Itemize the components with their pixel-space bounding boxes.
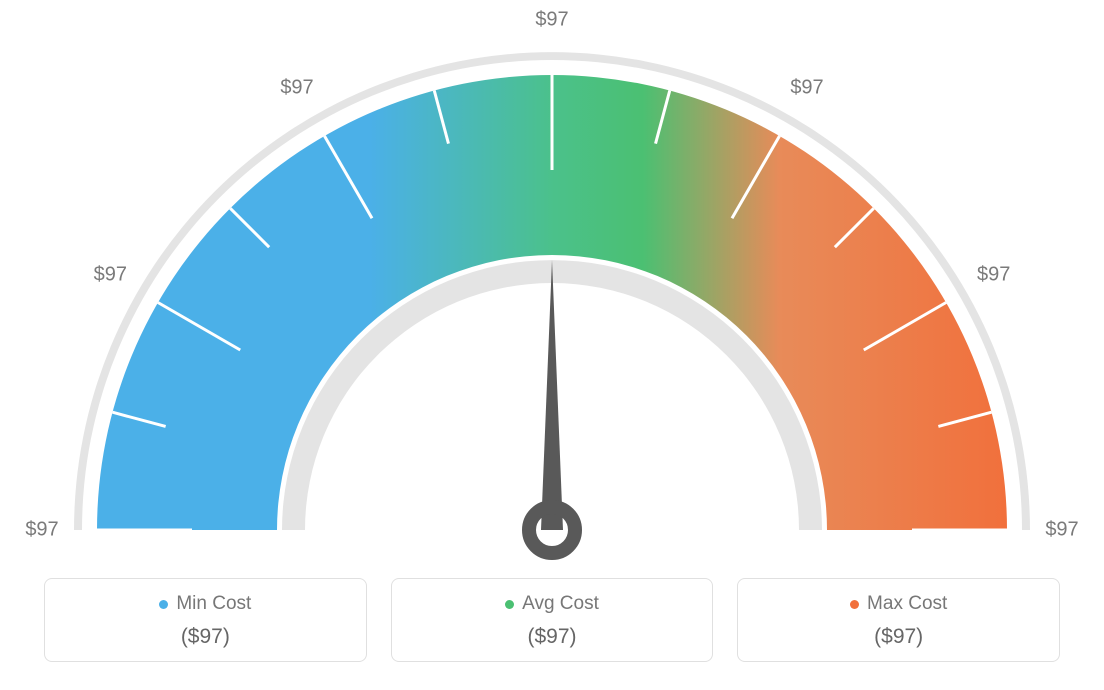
- gauge-tick-label: $97: [94, 264, 127, 287]
- gauge-tick-label: $97: [977, 264, 1010, 287]
- legend-label-min: Min Cost: [159, 593, 251, 615]
- legend-label-max: Max Cost: [850, 593, 947, 615]
- gauge-tick-label: $97: [535, 9, 568, 32]
- legend-value-max: ($97): [748, 625, 1049, 649]
- legend-label-avg: Avg Cost: [505, 593, 599, 615]
- gauge-chart: $97 $97 $97 $97 $97 $97 $97: [0, 0, 1104, 560]
- legend-row: Min Cost ($97) Avg Cost ($97) Max Cost (…: [0, 578, 1104, 662]
- gauge-svg: [0, 0, 1104, 560]
- legend-value-avg: ($97): [402, 625, 703, 649]
- legend-card-avg: Avg Cost ($97): [391, 578, 714, 662]
- legend-card-min: Min Cost ($97): [44, 578, 367, 662]
- legend-card-max: Max Cost ($97): [737, 578, 1060, 662]
- gauge-tick-label: $97: [25, 519, 58, 542]
- gauge-tick-label: $97: [790, 77, 823, 100]
- gauge-tick-label: $97: [1045, 519, 1078, 542]
- gauge-tick-label: $97: [280, 77, 313, 100]
- legend-value-min: ($97): [55, 625, 356, 649]
